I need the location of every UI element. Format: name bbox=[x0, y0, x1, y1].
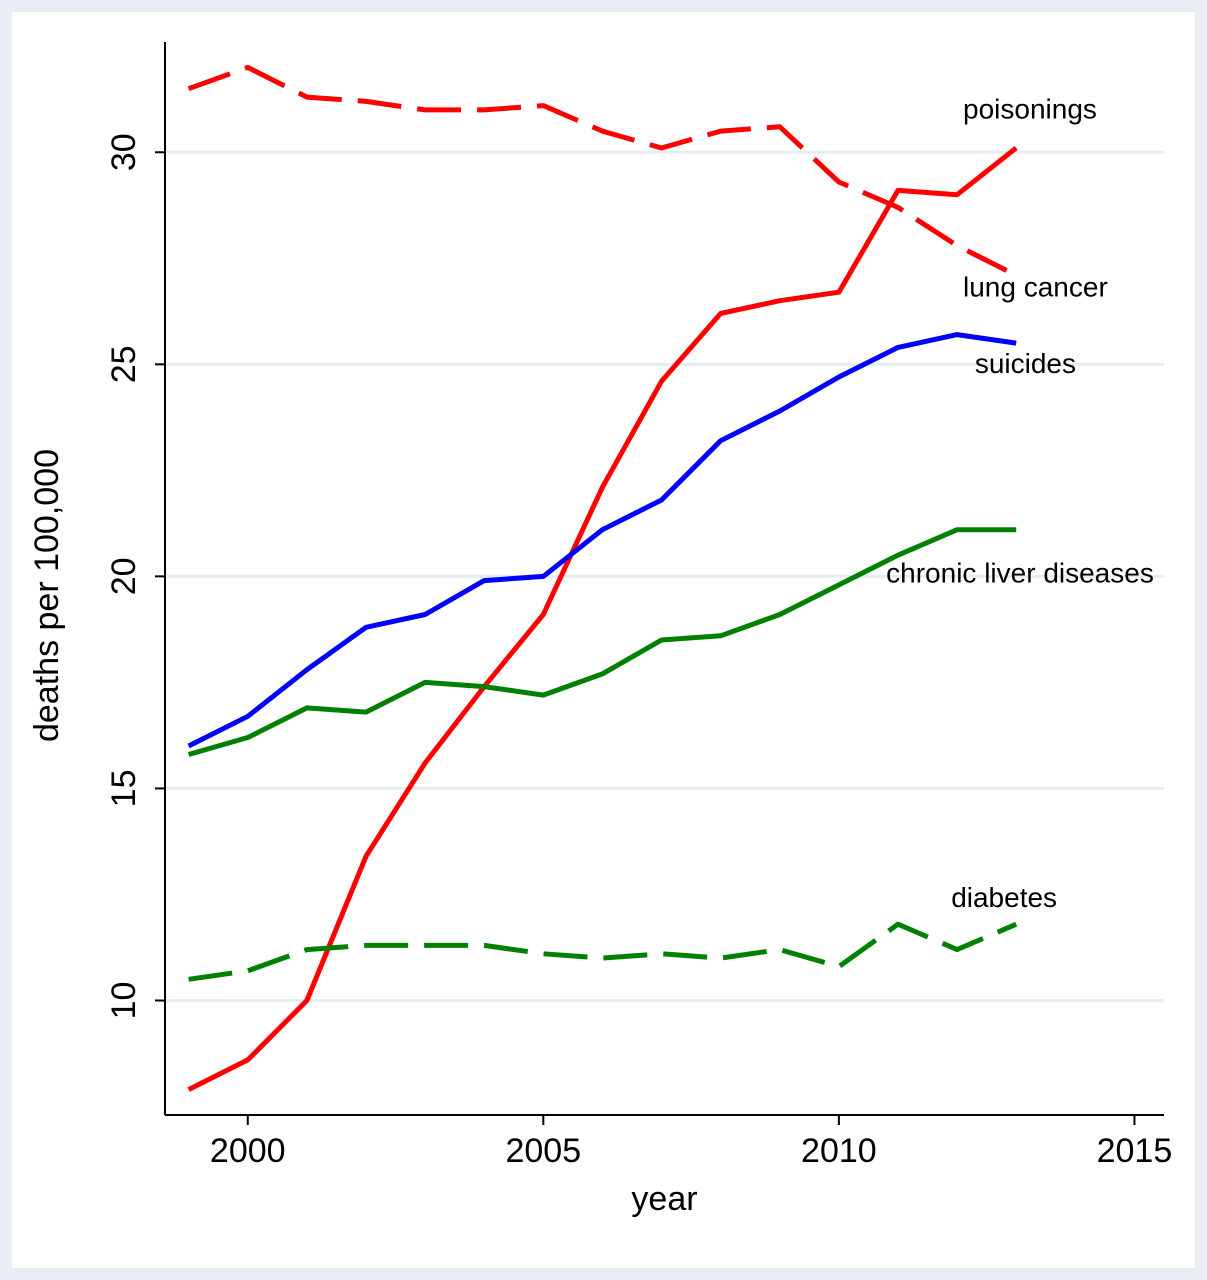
y-tick-label-20: 20 bbox=[105, 557, 143, 595]
series-label-lung-cancer: lung cancer bbox=[963, 271, 1108, 302]
series-label-poisonings: poisonings bbox=[963, 93, 1097, 124]
y-tick-label-25: 25 bbox=[105, 345, 143, 383]
y-ticks: 10 15 20 25 30 bbox=[105, 133, 165, 1019]
x-tick-label-2015: 2015 bbox=[1097, 1132, 1173, 1170]
gridlines bbox=[165, 150, 1164, 1002]
series-line-lung-cancer bbox=[187, 64, 1018, 278]
series-lines bbox=[187, 64, 1018, 1092]
y-tick-label-15: 15 bbox=[105, 770, 143, 808]
axes bbox=[164, 42, 1164, 1116]
y-tick-label-30: 30 bbox=[105, 133, 143, 171]
y-tick-label-10: 10 bbox=[105, 982, 143, 1020]
series-labels: poisonings lung cancer suicides chronic liv… bbox=[886, 93, 1154, 913]
series-label-suicides: suicides bbox=[975, 348, 1076, 379]
x-tick-label-2000: 2000 bbox=[210, 1132, 286, 1170]
series-line-suicides bbox=[187, 332, 1017, 749]
x-axis-title: year bbox=[631, 1180, 697, 1218]
y-axis-title: deaths per 100,000 bbox=[28, 449, 66, 742]
series-label-diabetes: diabetes bbox=[951, 882, 1057, 913]
x-tick-label-2005: 2005 bbox=[505, 1132, 581, 1170]
x-ticks: 2000 2005 2010 2015 bbox=[210, 1115, 1172, 1170]
line-chart: 10 15 20 25 30 2000 2005 2010 2015 poisonings lu… bbox=[28, 42, 1172, 1218]
series-label-chronic-liver-diseases: chronic liver diseases bbox=[886, 558, 1154, 589]
x-tick-label-2010: 2010 bbox=[801, 1132, 877, 1170]
series-line-diabetes bbox=[188, 921, 1018, 982]
chart-frame: 10 15 20 25 30 2000 2005 2010 2015 poisonings lu… bbox=[12, 12, 1195, 1268]
